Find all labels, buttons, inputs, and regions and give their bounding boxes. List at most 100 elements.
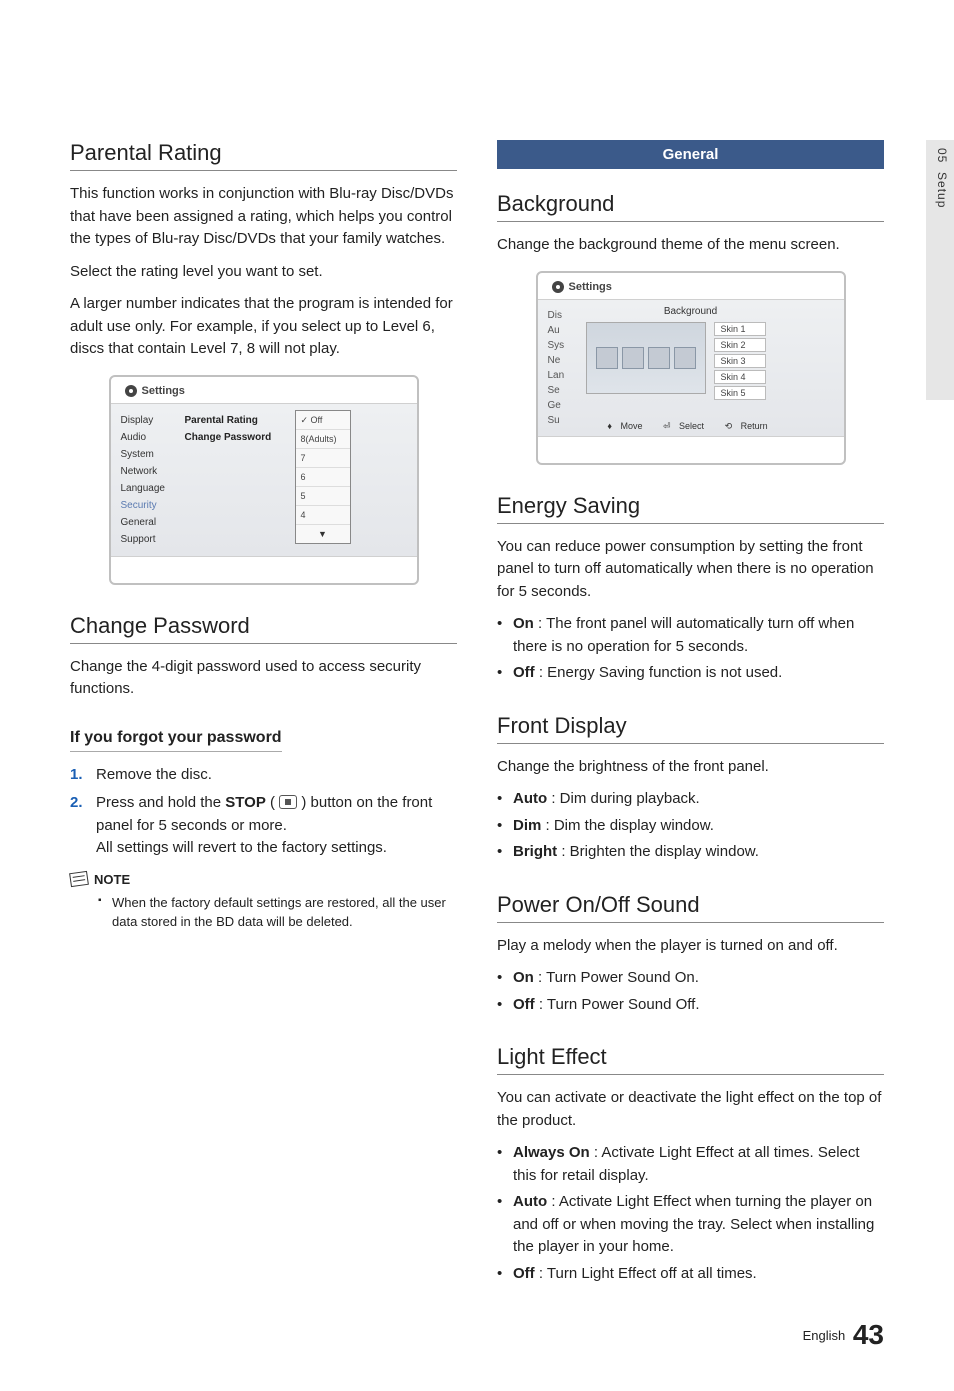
gear-icon (125, 385, 137, 397)
page-footer: English 43 (70, 1319, 884, 1351)
side-tab-text: 05 Setup (935, 148, 949, 208)
light-p1: You can activate or deactivate the light… (497, 1087, 884, 1132)
label: Auto (513, 790, 547, 807)
hint-label: Select (679, 421, 704, 431)
note-item: When the factory default settings are re… (98, 893, 457, 932)
ui-header: Settings (111, 377, 417, 403)
setting-item[interactable]: Parental Rating (185, 412, 295, 429)
nav-item[interactable]: Network (121, 463, 185, 480)
dropdown-option[interactable]: 6 (296, 468, 350, 487)
label: Always On (513, 1144, 590, 1161)
dropdown-option[interactable]: 5 (296, 487, 350, 506)
option-auto: Auto : Dim during playback. (497, 788, 884, 811)
step-1: 1. Remove the disc. (70, 764, 457, 787)
text: : Turn Power Sound Off. (535, 996, 700, 1013)
thumb-icon (674, 347, 696, 369)
text: Press and hold the (96, 794, 225, 811)
label: Bright (513, 843, 557, 860)
energy-p1: You can reduce power consumption by sett… (497, 536, 884, 604)
skin-option[interactable]: Skin 5 (714, 386, 766, 400)
label: Off (513, 1265, 535, 1282)
note-list: When the factory default settings are re… (70, 893, 457, 932)
background-p1: Change the background theme of the menu … (497, 234, 884, 257)
heading-front-display: Front Display (497, 713, 884, 744)
step-text: Press and hold the STOP ( ) button on th… (96, 792, 457, 860)
nav-item[interactable]: General (121, 514, 185, 531)
thumb-icon (648, 347, 670, 369)
subheading-forgot-password: If you forgot your password (70, 729, 282, 752)
stop-icon (279, 795, 297, 809)
settings-items: Parental Rating Change Password (185, 404, 295, 556)
heading-change-password: Change Password (70, 613, 457, 644)
hint-label: Return (741, 421, 768, 431)
text: : Dim during playback. (547, 790, 700, 807)
skin-option[interactable]: Skin 2 (714, 338, 766, 352)
background-preview (586, 322, 706, 394)
nav-item[interactable]: Language (121, 480, 185, 497)
step-text: Remove the disc. (96, 764, 212, 787)
skin-option[interactable]: Skin 1 (714, 322, 766, 336)
light-options: Always On : Activate Light Effect at all… (497, 1142, 884, 1285)
nav-item[interactable]: System (121, 446, 185, 463)
footer-lang: English (803, 1328, 846, 1343)
page-number: 43 (853, 1319, 884, 1350)
heading-energy-saving: Energy Saving (497, 493, 884, 524)
nav-item: Au (548, 323, 582, 338)
ui-header-label: Settings (142, 385, 185, 397)
nav-item-active[interactable]: Security (121, 497, 185, 514)
settings-background-screenshot: Settings Background Dis Au Sys Ne Lan Se… (536, 271, 846, 465)
hint-move: ♦ Move (607, 421, 648, 431)
text: : Brighten the display window. (557, 843, 759, 860)
parental-p3: A larger number indicates that the progr… (70, 293, 457, 361)
option-off: Off : Turn Light Effect off at all times… (497, 1263, 884, 1286)
parental-p2: Select the rating level you want to set. (70, 261, 457, 284)
nav-item[interactable]: Display (121, 412, 185, 429)
settings-nav: Display Audio System Network Language Se… (111, 404, 185, 556)
settings-parental-screenshot: Settings Display Audio System Network La… (109, 375, 419, 585)
thumb-icon (596, 347, 618, 369)
option-on: On : Turn Power Sound On. (497, 967, 884, 990)
dropdown-option[interactable]: 8(Adults) (296, 430, 350, 449)
rating-dropdown[interactable]: Off 8(Adults) 7 6 5 4 ▼ (295, 410, 351, 544)
right-column: General Background Change the background… (497, 140, 884, 1289)
option-dim: Dim : Dim the display window. (497, 815, 884, 838)
power-p1: Play a melody when the player is turned … (497, 935, 884, 958)
skin-list: Skin 1 Skin 2 Skin 3 Skin 4 Skin 5 (714, 322, 836, 428)
label: On (513, 969, 534, 986)
option-auto: Auto : Activate Light Effect when turnin… (497, 1191, 884, 1259)
dropdown-option[interactable]: Off (296, 411, 350, 430)
text: All settings will revert to the factory … (96, 839, 387, 856)
option-off: Off : Energy Saving function is not used… (497, 662, 884, 685)
nav-item[interactable]: Audio (121, 429, 185, 446)
option-always-on: Always On : Activate Light Effect at all… (497, 1142, 884, 1187)
step-number: 1. (70, 764, 96, 787)
skin-option[interactable]: Skin 3 (714, 354, 766, 368)
note-header: NOTE (70, 872, 457, 887)
text: : Dim the display window. (541, 817, 714, 834)
heading-light-effect: Light Effect (497, 1044, 884, 1075)
stop-label: STOP (225, 794, 266, 811)
general-section-bar: General (497, 140, 884, 169)
hint-return: ⟲ Return (725, 421, 774, 431)
nav-item: Se (548, 383, 582, 398)
hint-label: Move (620, 421, 642, 431)
nav-item[interactable]: Support (121, 531, 185, 548)
text: : Turn Power Sound On. (534, 969, 699, 986)
chapter-num: 05 (935, 148, 949, 163)
front-p1: Change the brightness of the front panel… (497, 756, 884, 779)
parental-p1: This function works in conjunction with … (70, 183, 457, 251)
label: Off (513, 664, 535, 681)
setting-item[interactable]: Change Password (185, 429, 295, 446)
change-password-p1: Change the 4-digit password used to acce… (70, 656, 457, 701)
heading-parental-rating: Parental Rating (70, 140, 457, 171)
skin-option[interactable]: Skin 4 (714, 370, 766, 384)
dropdown-option[interactable]: 7 (296, 449, 350, 468)
text: : The front panel will automatically tur… (513, 615, 854, 655)
text: : Turn Light Effect off at all times. (535, 1265, 757, 1282)
option-off: Off : Turn Power Sound Off. (497, 994, 884, 1017)
dropdown-option[interactable]: 4 (296, 506, 350, 525)
ui-header-label: Settings (569, 281, 612, 293)
heading-background: Background (497, 191, 884, 222)
ui-header: Settings (538, 273, 844, 299)
energy-options: On : The front panel will automatically … (497, 613, 884, 685)
